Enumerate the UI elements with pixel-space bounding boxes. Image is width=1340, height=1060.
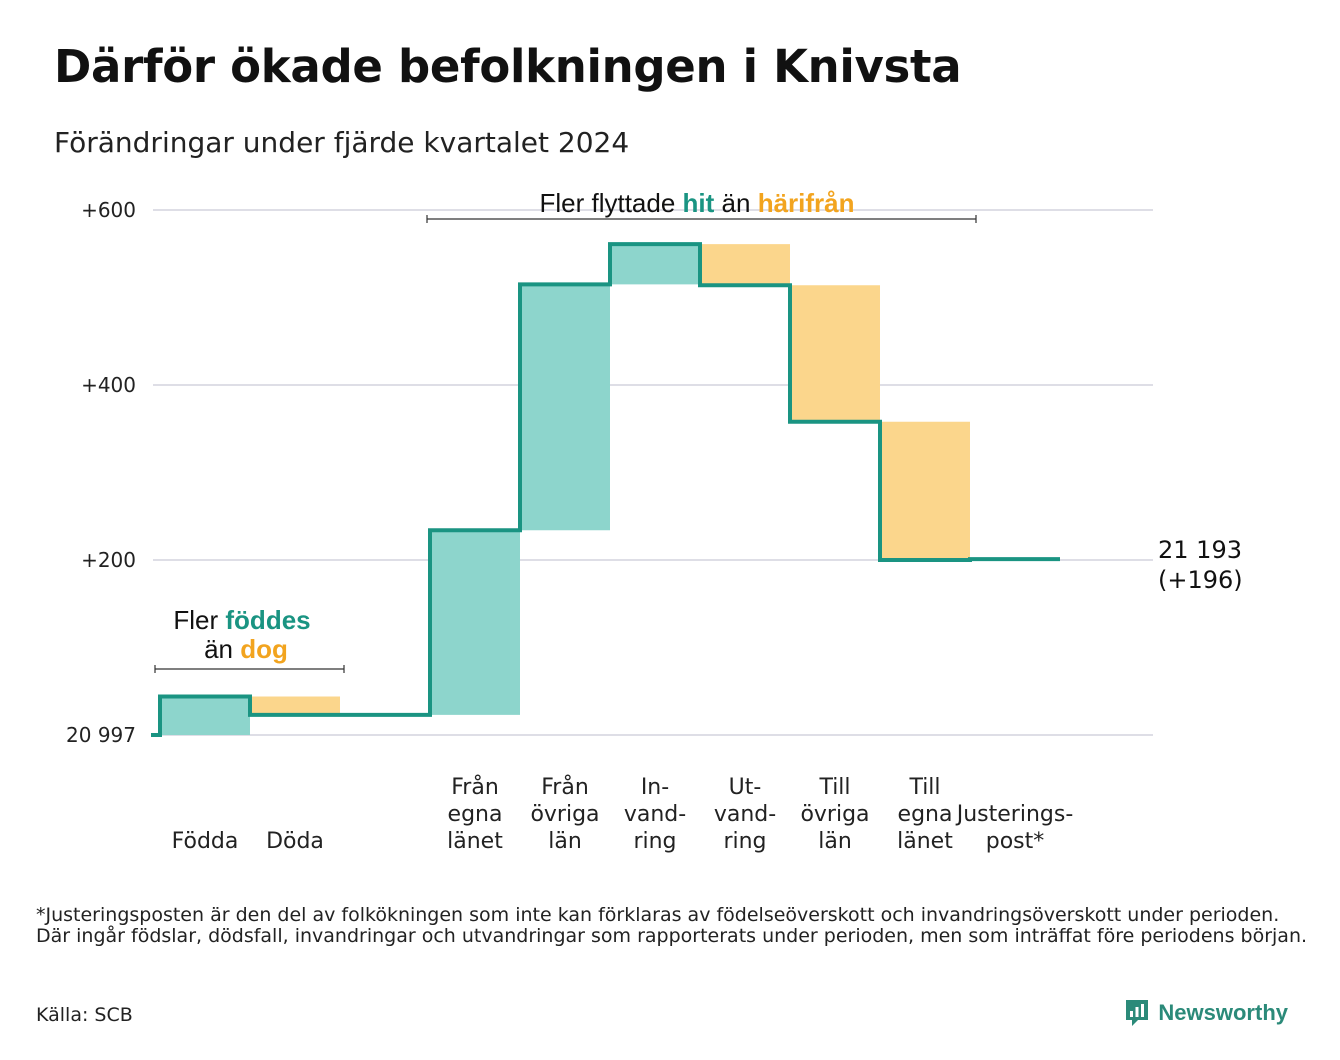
category-label: övriga xyxy=(800,802,869,827)
category-label: vand- xyxy=(714,802,776,827)
bar-decrease xyxy=(880,421,970,560)
y-tick-label: +400 xyxy=(81,373,136,397)
migration-bracket xyxy=(426,215,977,223)
bars xyxy=(160,244,970,735)
bar-increase xyxy=(430,530,520,715)
y-axis-ticks: 20 997 +200 +400 +600 xyxy=(66,198,136,747)
category-label: övriga xyxy=(530,802,599,827)
category-label: Födda xyxy=(172,829,239,854)
bar-chart-icon xyxy=(1126,1000,1149,1026)
end-change-label: (+196) xyxy=(1158,566,1243,594)
migration-annotation: Fler flyttade hit än härifrån xyxy=(426,188,977,223)
bar-decrease xyxy=(250,696,340,715)
category-label: länet xyxy=(447,829,503,854)
category-label: Från xyxy=(541,774,589,800)
bar-increase xyxy=(520,284,610,531)
births-annotation-line2: än dog xyxy=(204,634,288,664)
chart-subtitle: Förändringar under fjärde kvartalet 2024 xyxy=(54,126,630,159)
category-label: egna xyxy=(448,802,503,827)
y-tick-label: +600 xyxy=(81,198,136,222)
brand-logo[interactable]: Newsworthy xyxy=(1124,998,1288,1028)
cumulative-step-line xyxy=(151,242,1060,737)
category-label: Döda xyxy=(266,829,324,854)
chart-title: Därför ökade befolkningen i Knivsta xyxy=(54,40,962,93)
bar-decrease xyxy=(700,244,790,286)
category-label: Till xyxy=(908,775,940,800)
category-label: vand- xyxy=(624,802,686,827)
step-line-layer xyxy=(151,242,1060,737)
category-label: Till xyxy=(818,775,850,800)
source-label: Källa: SCB xyxy=(36,1004,133,1026)
bar-decrease xyxy=(790,285,880,422)
category-label: län xyxy=(548,829,582,854)
gridlines xyxy=(153,209,1153,736)
end-value-label: 21 193 xyxy=(1158,536,1242,564)
category-label: egna xyxy=(898,802,953,827)
category-label: län xyxy=(818,829,852,854)
brand-name: Newsworthy xyxy=(1158,1000,1288,1025)
category-label: post* xyxy=(986,829,1045,854)
category-label: Ut- xyxy=(729,775,762,800)
births-bracket xyxy=(154,665,345,673)
category-label: ring xyxy=(723,829,766,854)
category-label: In- xyxy=(641,775,669,800)
y-tick-label: 20 997 xyxy=(66,723,136,747)
footnote: *Justeringsposten är den del av folkökni… xyxy=(36,904,1308,947)
births-annotation: Fler föddes än dog xyxy=(154,605,345,673)
bar-increase xyxy=(610,244,700,285)
births-annotation-line1: Fler föddes xyxy=(173,605,310,635)
waterfall-chart: 20 997+200+400+600 Födda DödaFrånegnaläne… xyxy=(66,188,1243,854)
y-tick-label: +200 xyxy=(81,548,136,572)
category-label: Från xyxy=(451,774,499,800)
category-label: Justerings- xyxy=(955,802,1074,827)
migration-annotation-text: Fler flyttade hit än härifrån xyxy=(539,188,854,218)
category-label: ring xyxy=(633,829,676,854)
category-label: länet xyxy=(897,829,953,854)
category-labels: Födda DödaFrånegnalänetFrånövrigalänIn-va… xyxy=(172,774,1074,854)
bar-increase xyxy=(160,696,250,735)
